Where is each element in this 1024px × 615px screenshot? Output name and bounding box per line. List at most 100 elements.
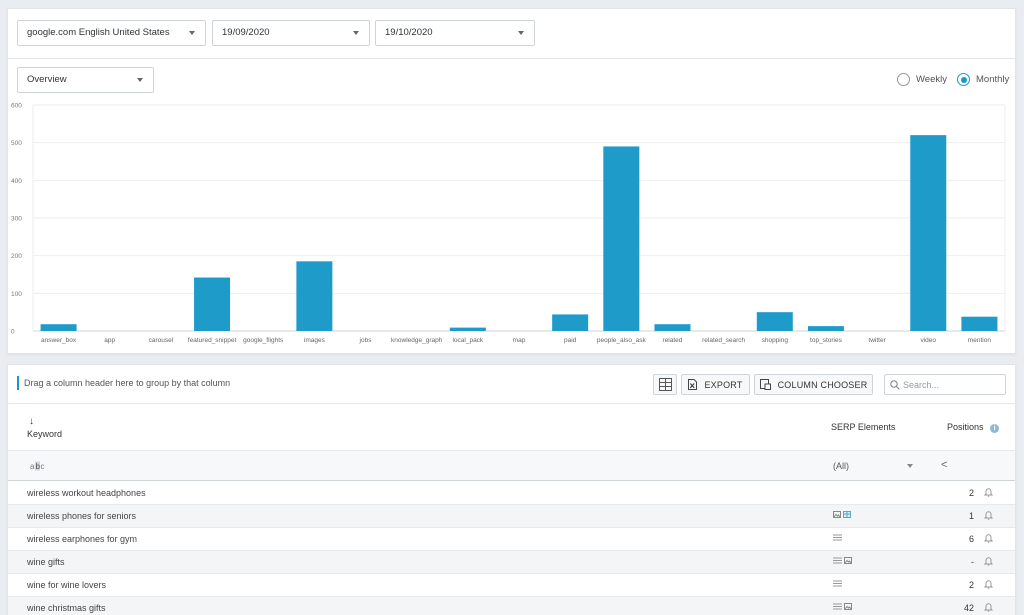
bar-answer_box[interactable] xyxy=(40,324,77,331)
position-cell: - xyxy=(971,557,974,567)
positions-filter-operator[interactable]: < xyxy=(941,459,948,471)
search-engine-value: google.com English United States xyxy=(27,27,170,38)
bell-icon[interactable] xyxy=(983,533,994,545)
bar-paid[interactable] xyxy=(552,314,589,331)
bar-video[interactable] xyxy=(910,135,947,331)
image-icon xyxy=(844,556,852,566)
bar-images[interactable] xyxy=(296,261,333,331)
date-from-value: 19/09/2020 xyxy=(222,27,270,38)
group-panel[interactable]: Drag a column header here to group by th… xyxy=(17,376,230,390)
bell-icon[interactable] xyxy=(983,487,994,499)
column-header-keyword[interactable]: Keyword xyxy=(27,429,63,439)
keyword-cell: wine gifts xyxy=(27,557,65,567)
y-tick-label: 200 xyxy=(11,253,22,260)
table-row[interactable]: wine gifts - xyxy=(8,551,1015,574)
radio-on-icon xyxy=(957,73,970,86)
column-header-serp[interactable]: SERP Elements xyxy=(831,422,896,432)
list-icon xyxy=(833,602,842,612)
search-engine-select[interactable]: google.com English United States xyxy=(17,20,206,46)
svg-text:b: b xyxy=(36,462,41,471)
export-button[interactable]: EXPORT xyxy=(681,374,750,395)
x-tick-label: top_stories xyxy=(810,337,843,344)
bar-people_also_ask[interactable] xyxy=(603,146,640,331)
position-cell: 1 xyxy=(968,511,974,521)
x-tick-label: video xyxy=(920,337,936,344)
chevron-down-icon xyxy=(353,31,359,35)
serp-cell xyxy=(833,533,842,543)
layout-button[interactable] xyxy=(653,374,677,395)
weekly-radio[interactable]: Weekly xyxy=(897,73,947,86)
x-tick-label: paid xyxy=(564,337,577,344)
position-cell: 2 xyxy=(968,488,974,498)
column-chooser-icon xyxy=(759,379,771,390)
x-tick-label: related xyxy=(663,337,683,344)
x-tick-label: images xyxy=(304,337,326,344)
grid-search[interactable] xyxy=(884,374,1006,395)
table-row[interactable]: wine christmas gifts 42 xyxy=(8,597,1015,615)
serp-filter-value[interactable]: (All) xyxy=(833,461,849,471)
x-tick-label: app xyxy=(104,337,115,344)
table-row[interactable]: wireless earphones for gym 6 xyxy=(8,528,1015,551)
image-icon xyxy=(833,510,841,520)
table-row[interactable]: wireless workout headphones 2 xyxy=(8,482,1015,505)
monthly-label: Monthly xyxy=(976,74,1010,85)
table-row[interactable]: wireless phones for seniors 1 xyxy=(8,505,1015,528)
y-tick-label: 300 xyxy=(11,216,22,223)
bar-top_stories[interactable] xyxy=(807,326,844,331)
x-tick-label: google_flights xyxy=(243,337,284,344)
date-to-select[interactable]: 19/10/2020 xyxy=(375,20,535,46)
column-chooser-button[interactable]: COLUMN CHOOSER xyxy=(754,374,873,395)
column-header-positions[interactable]: Positions i xyxy=(947,422,1000,433)
search-icon xyxy=(890,380,900,390)
column-header-positions-label: Positions xyxy=(947,422,984,432)
bar-local_pack[interactable] xyxy=(449,327,486,331)
list-icon xyxy=(833,533,842,543)
filter-row: a b c (All) < xyxy=(8,451,1015,481)
bell-icon[interactable] xyxy=(983,579,994,591)
sort-arrow-icon: ↓ xyxy=(29,416,34,427)
x-tick-label: featured_snippet xyxy=(188,337,237,344)
bell-icon[interactable] xyxy=(983,556,994,568)
export-label: EXPORT xyxy=(704,379,743,390)
weekly-label: Weekly xyxy=(916,74,947,85)
divider xyxy=(8,403,1015,404)
abc-filter-icon[interactable]: a b c xyxy=(30,461,46,471)
bar-shopping[interactable] xyxy=(756,312,793,331)
excel-icon xyxy=(688,379,698,390)
position-cell: 2 xyxy=(968,580,974,590)
search-input[interactable] xyxy=(903,375,1003,394)
list-icon xyxy=(833,556,842,566)
radio-off-icon xyxy=(897,73,910,86)
bar-mention[interactable] xyxy=(961,316,998,331)
serp-cell xyxy=(833,510,851,520)
chevron-down-icon xyxy=(137,78,143,82)
bar-featured_snippet[interactable] xyxy=(194,277,231,331)
image-icon xyxy=(844,602,852,612)
table-row[interactable]: wine for wine lovers 2 xyxy=(8,574,1015,597)
view-select[interactable]: Overview xyxy=(17,67,154,93)
monthly-radio[interactable]: Monthly xyxy=(957,73,1009,86)
bell-icon[interactable] xyxy=(983,510,994,522)
chevron-down-icon xyxy=(518,31,524,35)
divider xyxy=(8,450,1015,451)
x-tick-label: answer_box xyxy=(41,337,77,344)
list-icon xyxy=(833,579,842,589)
keywords-grid: Drag a column header here to group by th… xyxy=(7,364,1016,615)
serp-cell xyxy=(833,556,852,566)
date-to-value: 19/10/2020 xyxy=(385,27,433,38)
bell-icon[interactable] xyxy=(983,602,994,614)
x-tick-label: carousel xyxy=(149,337,174,344)
y-tick-label: 600 xyxy=(11,103,22,110)
chevron-down-icon[interactable] xyxy=(907,464,913,468)
position-cell: 6 xyxy=(968,534,974,544)
bar-related[interactable] xyxy=(654,324,691,331)
keyword-cell: wireless workout headphones xyxy=(27,488,146,498)
keyword-cell: wireless earphones for gym xyxy=(27,534,138,544)
grid-layout-icon xyxy=(658,378,672,391)
view-value: Overview xyxy=(27,74,67,85)
keyword-cell: wine for wine lovers xyxy=(27,580,107,590)
date-from-select[interactable]: 19/09/2020 xyxy=(212,20,370,46)
chevron-down-icon xyxy=(189,31,195,35)
info-icon: i xyxy=(990,424,1000,433)
y-tick-label: 100 xyxy=(11,291,22,298)
